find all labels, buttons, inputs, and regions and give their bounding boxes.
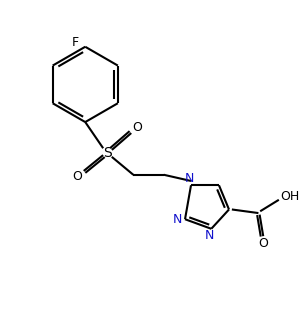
Text: N: N bbox=[185, 172, 194, 185]
Text: S: S bbox=[103, 146, 112, 160]
Text: O: O bbox=[72, 170, 82, 183]
Text: F: F bbox=[72, 36, 79, 49]
Text: OH: OH bbox=[280, 190, 299, 203]
Text: N: N bbox=[173, 213, 182, 226]
Text: O: O bbox=[258, 237, 268, 250]
Text: N: N bbox=[205, 229, 214, 243]
Text: O: O bbox=[133, 121, 143, 134]
